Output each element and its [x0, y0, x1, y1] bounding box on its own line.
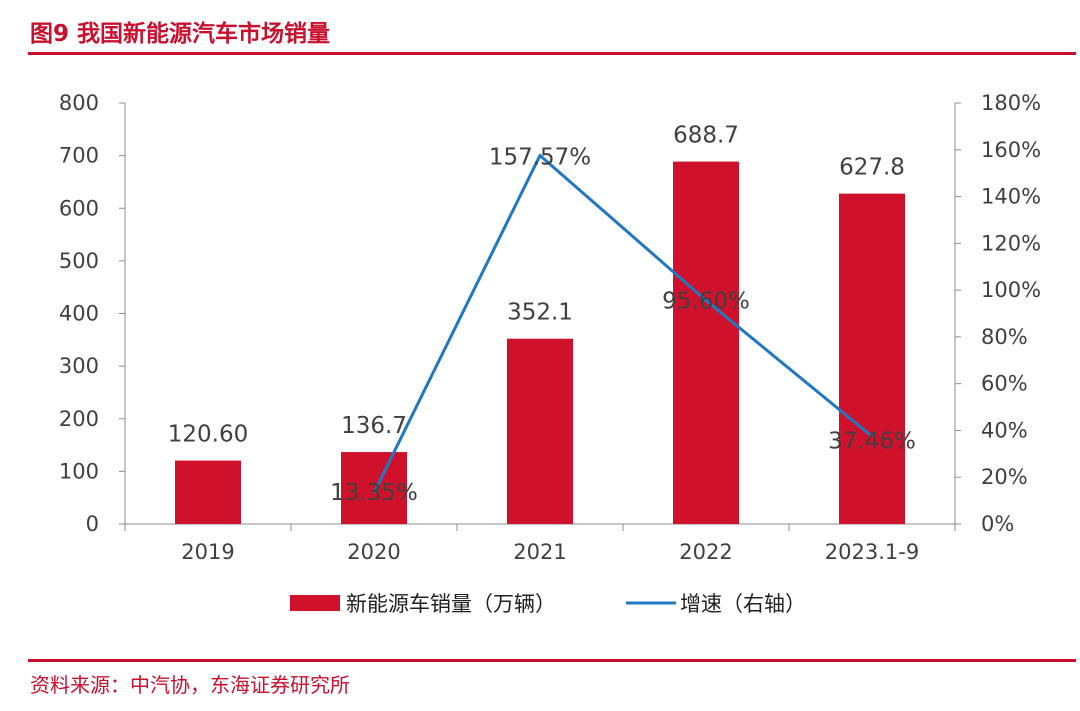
left-tick-label: 500 — [59, 249, 99, 273]
right-tick-label: 100% — [981, 278, 1041, 302]
right-tick-label: 120% — [981, 231, 1041, 255]
left-tick-label: 800 — [59, 91, 99, 115]
x-category-label: 2023.1-9 — [825, 540, 919, 564]
x-category-label: 2022 — [679, 540, 732, 564]
bar-value-label: 627.8 — [839, 155, 905, 181]
growth-line — [372, 153, 873, 494]
x-category-label: 2020 — [347, 540, 400, 564]
bar — [839, 193, 905, 525]
growth-value-label: 157.57% — [489, 144, 591, 170]
right-tick-label: 20% — [981, 465, 1028, 489]
left-tick-label: 600 — [59, 196, 99, 220]
source-divider — [28, 659, 1076, 662]
right-tick-label: 60% — [981, 372, 1028, 396]
right-tick-label: 40% — [981, 418, 1028, 442]
left-tick-label: 0 — [86, 512, 99, 536]
x-axis: 2019 2020 2021 2022 2023.1-9 — [124, 523, 956, 564]
legend-bar-label: 新能源车销量（万辆） — [346, 592, 556, 616]
right-axis: 0% 20% 40% 60% 80% 100% 120% 140% 160% 180% — [954, 91, 1041, 536]
left-tick-label: 700 — [59, 144, 99, 168]
bar-value-label: 136.7 — [341, 413, 407, 439]
growth-value-label: 95.60% — [662, 288, 750, 314]
legend-bar-swatch — [290, 595, 340, 611]
left-tick-label: 100 — [59, 459, 99, 483]
x-category-label: 2019 — [181, 540, 234, 564]
bar — [341, 452, 407, 524]
right-tick-label: 80% — [981, 325, 1028, 349]
bar — [175, 460, 241, 524]
line-series: 13.35% 157.57% 95.60% 37.46% — [330, 144, 916, 505]
legend-line-label: 增速（右轴） — [680, 592, 806, 616]
title-divider — [28, 52, 1076, 55]
chart-legend: 新能源车销量（万辆） 增速（右轴） — [290, 592, 806, 616]
bar — [673, 161, 739, 524]
bar-series: 120.60 136.7 352.1 688.7 627.8 — [168, 123, 905, 525]
right-tick-label: 0% — [981, 512, 1014, 536]
right-tick-label: 180% — [981, 91, 1041, 115]
bar-value-label: 352.1 — [507, 300, 573, 326]
right-tick-label: 160% — [981, 138, 1041, 162]
right-tick-label: 140% — [981, 185, 1041, 209]
growth-value-label: 37.46% — [828, 428, 916, 454]
left-axis: 0 100 200 300 400 500 600 700 800 — [59, 91, 126, 536]
left-tick-label: 400 — [59, 302, 99, 326]
bar-value-label: 688.7 — [673, 123, 739, 149]
growth-value-label: 13.35% — [330, 480, 418, 506]
bar-value-label: 120.60 — [168, 422, 248, 448]
left-tick-label: 300 — [59, 354, 99, 378]
bar — [507, 338, 573, 524]
source-note: 资料来源：中汽协，东海证券研究所 — [30, 673, 350, 697]
figure-title: 图9 我国新能源汽车市场销量 — [30, 21, 331, 47]
x-category-label: 2021 — [513, 540, 566, 564]
left-tick-label: 200 — [59, 407, 99, 431]
